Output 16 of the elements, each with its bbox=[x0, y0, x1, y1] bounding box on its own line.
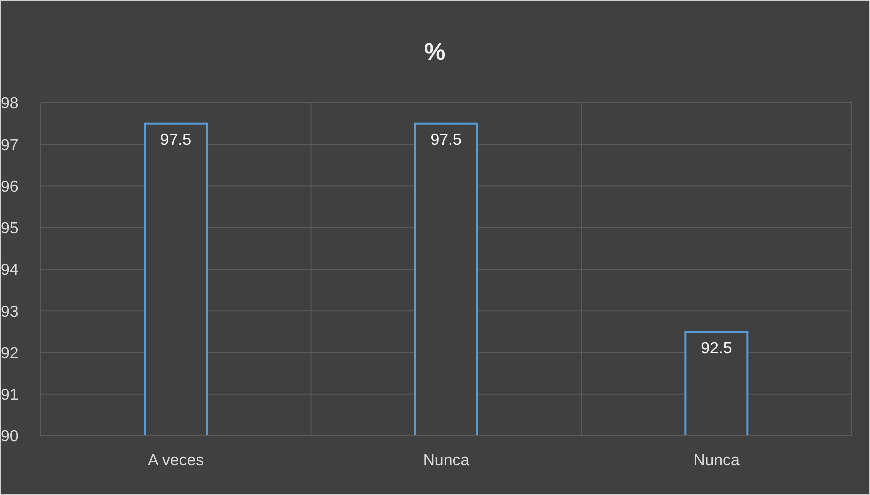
y-tick-label: 94 bbox=[1, 262, 19, 280]
y-tick-label: 91 bbox=[1, 387, 19, 404]
y-tick-label: 90 bbox=[1, 428, 19, 446]
y-tick-label: 98 bbox=[1, 96, 19, 113]
x-tick-label: Nunca bbox=[423, 452, 470, 470]
data-label: 92.5 bbox=[701, 340, 732, 358]
y-tick-label: 92 bbox=[1, 345, 19, 362]
data-label: 97.5 bbox=[160, 132, 192, 150]
y-tick-label: 96 bbox=[1, 178, 19, 196]
y-tick-label: 95 bbox=[1, 220, 19, 238]
x-tick-label: A veces bbox=[148, 452, 204, 470]
x-tick-label: Nunca bbox=[694, 452, 740, 470]
y-tick-label: 93 bbox=[1, 304, 19, 321]
y-tick-label: 97 bbox=[1, 137, 19, 154]
data-label: 97.5 bbox=[430, 132, 462, 150]
chart-title: % bbox=[423, 39, 447, 67]
